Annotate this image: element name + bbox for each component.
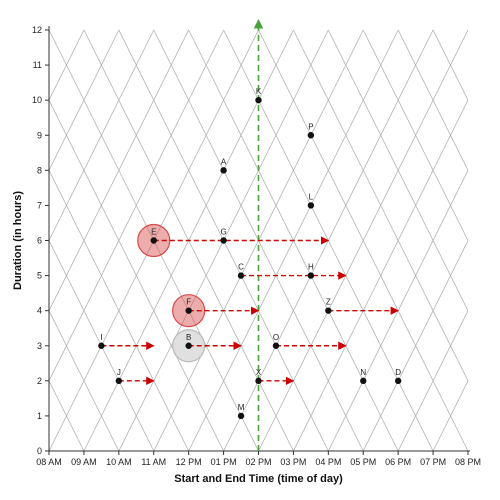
point-label-n: N (360, 368, 366, 377)
grid-line-falling (397, 30, 468, 172)
point-label-o: O (273, 333, 279, 342)
grid-line-falling (328, 30, 468, 312)
grid-line-rising (432, 380, 468, 451)
y-tick-label: 11 (33, 60, 42, 70)
grid-line-falling (362, 30, 468, 242)
x-tick-label: 11 AM (141, 457, 166, 467)
y-axis-title: Duration (in hours) (12, 191, 24, 290)
y-tick-label: 2 (37, 376, 42, 386)
point-label-c: C (238, 263, 244, 272)
point-z (325, 307, 332, 314)
point-n (360, 377, 367, 385)
x-tick-label: 04 PM (315, 457, 341, 467)
point-label-h: H (308, 263, 314, 272)
point-i (98, 342, 105, 349)
x-tick-label: 08 AM (36, 457, 62, 467)
x-tick-label: 03 PM (280, 457, 306, 467)
point-label-i: I (100, 333, 102, 342)
point-d (394, 377, 402, 385)
x-tick-label: 12 PM (176, 457, 202, 467)
point-label-p: P (308, 122, 313, 131)
point-label-l: L (309, 192, 314, 201)
grid-line-falling (293, 30, 468, 382)
y-tick-label: 1 (37, 411, 42, 421)
point-l (307, 202, 315, 209)
x-tick-label: 01 PM (211, 457, 237, 467)
x-tick-label: 09 AM (71, 457, 97, 467)
grid-line-falling (258, 30, 468, 451)
y-tick-label: 4 (37, 306, 42, 316)
x-axis-title: Start and End Time (time of day) (174, 473, 343, 485)
grid-line-falling (49, 99, 224, 451)
y-tick-label: 12 (32, 25, 42, 35)
point-label-m: M (238, 403, 245, 412)
point-c (237, 272, 245, 279)
grid-line-rising (328, 169, 468, 451)
point-j (115, 377, 123, 385)
point-b (185, 342, 192, 349)
point-label-k: K (256, 87, 262, 96)
point-p (307, 132, 315, 139)
grid-line-rising (362, 239, 468, 451)
x-tick-label: 08 PM (455, 457, 481, 467)
y-tick-label: 7 (37, 200, 42, 210)
point-f (185, 307, 192, 314)
grid-line-falling (432, 30, 468, 101)
y-tick-label: 5 (37, 271, 42, 281)
y-tick-label: 10 (32, 95, 42, 105)
point-label-x: X (256, 368, 262, 377)
x-tick-label: 10 AM (106, 457, 132, 467)
y-tick-label: 9 (37, 130, 42, 140)
point-label-g: G (220, 228, 226, 237)
x-tick-label: 06 PM (385, 457, 411, 467)
point-label-f: F (186, 298, 191, 307)
point-h (307, 272, 315, 279)
point-label-z: Z (326, 298, 331, 307)
point-label-d: D (395, 368, 401, 377)
grid-line-rising (397, 309, 468, 451)
grid-line-falling (49, 309, 120, 451)
x-tick-label: 07 PM (420, 457, 446, 467)
point-g (220, 237, 227, 244)
y-tick-label: 0 (37, 446, 42, 456)
point-a (220, 167, 227, 174)
point-label-j: J (117, 368, 121, 377)
point-o (272, 342, 280, 349)
point-m (237, 412, 245, 420)
grid-line-rising (467, 450, 468, 451)
point-label-e: E (151, 228, 156, 237)
y-tick-label: 3 (37, 341, 42, 351)
point-x (255, 377, 262, 385)
x-tick-label: 02 PM (245, 457, 271, 467)
point-label-b: B (186, 333, 191, 342)
point-label-a: A (221, 157, 227, 166)
x-tick-label: 05 PM (350, 457, 376, 467)
y-tick-label: 8 (37, 165, 42, 175)
point-e (150, 237, 157, 244)
point-k (255, 96, 262, 104)
y-tick-label: 6 (37, 236, 42, 246)
grid-line-falling (467, 30, 468, 31)
